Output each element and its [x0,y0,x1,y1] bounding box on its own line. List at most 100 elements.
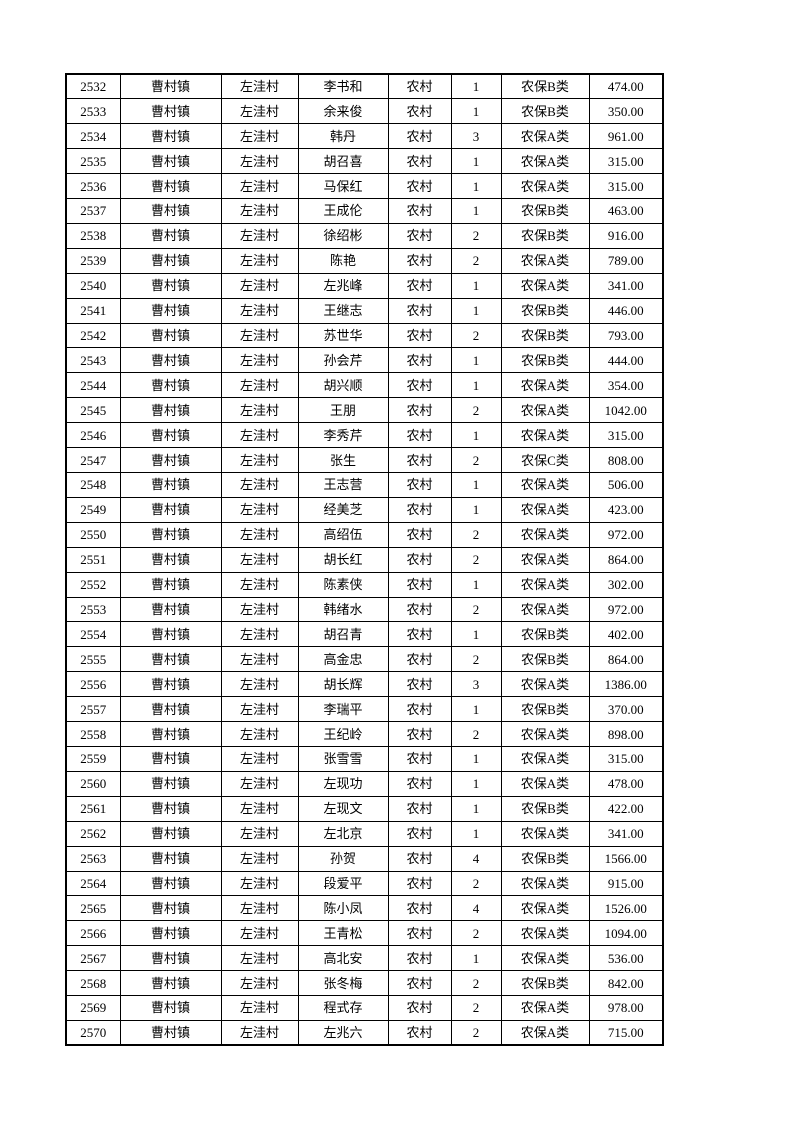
cell-insurance-class: 农保A类 [500,496,590,523]
cell-person-count: 3 [450,671,502,698]
cell-village: 左洼村 [220,98,299,125]
cell-person-name: 苏世华 [297,322,389,349]
cell-person-count: 1 [450,272,502,299]
cell-residence-type: 农村 [387,721,452,747]
cell-residence-type: 农村 [387,496,452,523]
table-row: 2553 曹村镇 左洼村 韩绪水 农村 2 农保A类 972.00 [65,596,664,623]
cell-town: 曹村镇 [119,521,222,548]
table-row: 2568 曹村镇 左洼村 张冬梅 农村 2 农保B类 842.00 [65,970,664,997]
cell-person-name: 王成伦 [297,198,389,224]
cell-residence-type: 农村 [387,795,452,822]
cell-amount: 864.00 [588,546,664,573]
cell-insurance-class: 农保B类 [500,795,590,822]
cell-person-name: 胡兴顺 [297,372,389,399]
cell-amount: 474.00 [588,73,664,100]
cell-insurance-class: 农保A类 [500,123,590,150]
cell-residence-type: 农村 [387,173,452,200]
cell-person-count: 2 [450,546,502,573]
cell-town: 曹村镇 [119,621,222,648]
cell-serial-number: 2564 [65,870,121,897]
cell-village: 左洼村 [220,347,299,374]
cell-residence-type: 农村 [387,397,452,424]
table-row: 2548 曹村镇 左洼村 王志营 农村 1 农保A类 506.00 [65,472,664,498]
cell-residence-type: 农村 [387,671,452,698]
cell-village: 左洼村 [220,970,299,997]
cell-town: 曹村镇 [119,795,222,822]
cell-village: 左洼村 [220,247,299,274]
cell-residence-type: 农村 [387,920,452,947]
cell-serial-number: 2563 [65,845,121,872]
cell-serial-number: 2536 [65,173,121,200]
cell-insurance-class: 农保A类 [500,671,590,698]
cell-serial-number: 2535 [65,148,121,175]
cell-village: 左洼村 [220,372,299,399]
cell-town: 曹村镇 [119,870,222,897]
cell-village: 左洼村 [220,496,299,523]
table-row: 2538 曹村镇 左洼村 徐绍彬 农村 2 农保B类 916.00 [65,222,664,249]
cell-village: 左洼村 [220,895,299,922]
cell-town: 曹村镇 [119,696,222,723]
cell-person-name: 王继志 [297,297,389,324]
cell-residence-type: 农村 [387,422,452,449]
cell-town: 曹村镇 [119,770,222,797]
cell-town: 曹村镇 [119,422,222,449]
cell-insurance-class: 农保A类 [500,820,590,847]
cell-person-name: 韩绪水 [297,596,389,623]
cell-serial-number: 2567 [65,945,121,972]
table-row: 2534 曹村镇 左洼村 韩丹 农村 3 农保A类 961.00 [65,123,664,150]
cell-village: 左洼村 [220,721,299,747]
cell-village: 左洼村 [220,198,299,224]
table-row: 2563 曹村镇 左洼村 孙贺 农村 4 农保B类 1566.00 [65,845,664,872]
cell-insurance-class: 农保B类 [500,845,590,872]
cell-village: 左洼村 [220,521,299,548]
cell-serial-number: 2546 [65,422,121,449]
cell-person-name: 左兆峰 [297,272,389,299]
cell-person-count: 2 [450,1019,502,1046]
cell-person-name: 李瑞平 [297,696,389,723]
cell-residence-type: 农村 [387,222,452,249]
cell-insurance-class: 农保A类 [500,546,590,573]
cell-insurance-class: 农保A类 [500,1019,590,1046]
cell-town: 曹村镇 [119,845,222,872]
cell-amount: 1526.00 [588,895,664,922]
cell-person-count: 1 [450,472,502,498]
cell-residence-type: 农村 [387,347,452,374]
cell-town: 曹村镇 [119,272,222,299]
cell-insurance-class: 农保A类 [500,247,590,274]
cell-insurance-class: 农保A类 [500,422,590,449]
cell-amount: 354.00 [588,372,664,399]
cell-town: 曹村镇 [119,98,222,125]
cell-town: 曹村镇 [119,1019,222,1046]
cell-village: 左洼村 [220,795,299,822]
cell-residence-type: 农村 [387,945,452,972]
cell-person-count: 2 [450,596,502,623]
cell-amount: 444.00 [588,347,664,374]
cell-serial-number: 2550 [65,521,121,548]
cell-residence-type: 农村 [387,1019,452,1046]
cell-person-name: 张生 [297,447,389,473]
cell-village: 左洼村 [220,995,299,1021]
cell-person-name: 陈小凤 [297,895,389,922]
cell-serial-number: 2568 [65,970,121,997]
cell-residence-type: 农村 [387,472,452,498]
cell-town: 曹村镇 [119,920,222,947]
cell-serial-number: 2561 [65,795,121,822]
table-row: 2555 曹村镇 左洼村 高金忠 农村 2 农保B类 864.00 [65,646,664,673]
cell-person-name: 陈素侠 [297,571,389,598]
cell-serial-number: 2555 [65,646,121,673]
cell-person-count: 1 [450,347,502,374]
cell-person-count: 1 [450,770,502,797]
cell-person-count: 1 [450,571,502,598]
cell-town: 曹村镇 [119,571,222,598]
cell-serial-number: 2557 [65,696,121,723]
table-row: 2537 曹村镇 左洼村 王成伦 农村 1 农保B类 463.00 [65,198,664,224]
cell-person-count: 2 [450,646,502,673]
cell-serial-number: 2570 [65,1019,121,1046]
cell-serial-number: 2556 [65,671,121,698]
cell-residence-type: 农村 [387,322,452,349]
cell-serial-number: 2551 [65,546,121,573]
cell-residence-type: 农村 [387,148,452,175]
cell-person-count: 1 [450,73,502,100]
cell-village: 左洼村 [220,845,299,872]
cell-person-count: 1 [450,621,502,648]
